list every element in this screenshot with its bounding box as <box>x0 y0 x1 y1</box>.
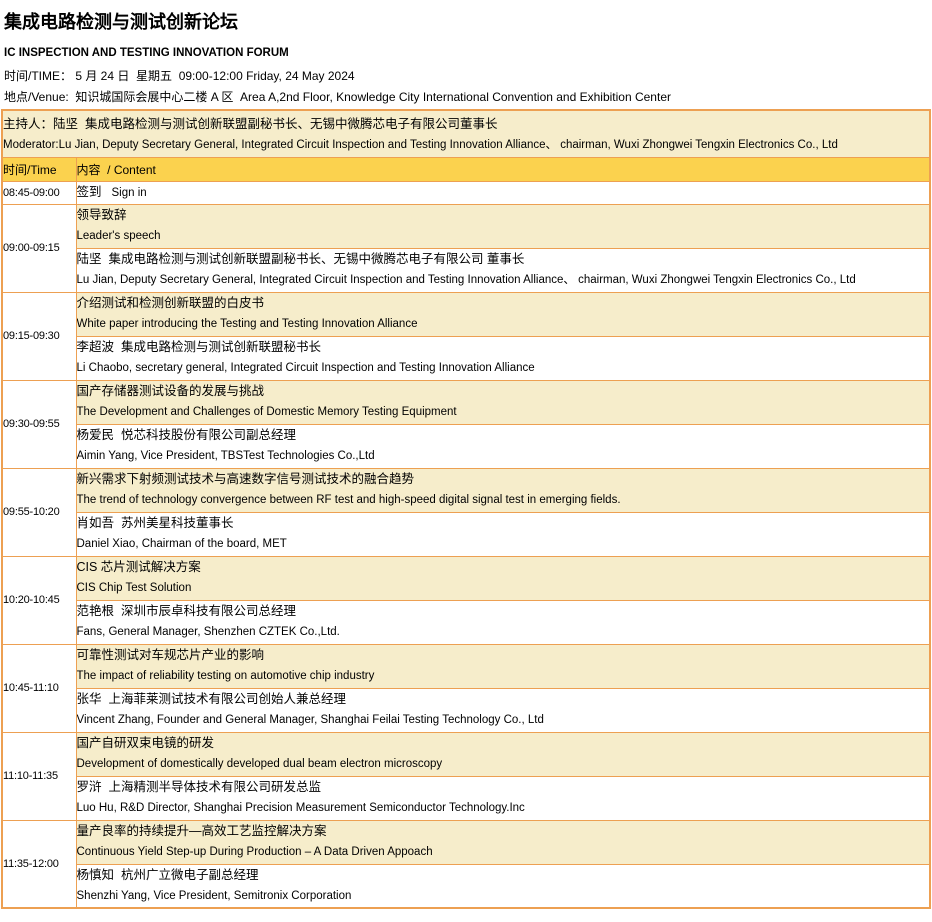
speaker-en: Daniel Xiao, Chairman of the board, MET <box>76 538 287 550</box>
speaker-en: Shenzhi Yang, Vice President, Semitronix… <box>76 889 352 902</box>
topic-en: The trend of technology convergence betw… <box>76 494 621 506</box>
table-header-row: 时间/Time 内容 / Content <box>1 156 931 182</box>
topic-cn: 国产自研双束电镜的研发 <box>76 736 215 750</box>
time-cell: 09:30-09:55 <box>1 379 77 469</box>
topic-en: White paper introducing the Testing and … <box>76 318 418 330</box>
agenda-row-speaker: 陆坚 集成电路检测与测试创新联盟副秘书长、无锡中微腾芯电子有限公司 董事长 Lu… <box>2 247 931 293</box>
agenda-row-speaker: 杨爱民 悦芯科技股份有限公司副总经理 Aimin Yang, Vice Pres… <box>2 423 931 469</box>
speaker-en: Li Chaobo, secretary general, Integrated… <box>76 362 535 374</box>
agenda-row: 09:30-09:55 国产存储器测试设备的发展与挑战 The Developm… <box>1 379 931 469</box>
agenda-row-speaker: 杨慎知 杭州广立微电子副总经理 Shenzhi Yang, Vice Presi… <box>2 863 931 909</box>
page-title: 集成电路检测与测试创新论坛 <box>4 12 238 32</box>
topic-cell: 国产存储器测试设备的发展与挑战 The Development and Chal… <box>75 379 931 425</box>
moderator-line-en: Moderator:Lu Jian, Deputy Secretary Gene… <box>3 138 838 151</box>
topic-en: The impact of reliability testing on aut… <box>76 670 375 682</box>
topic-cell: 新兴需求下射频测试技术与高速数字信号测试技术的融合趋势 The trend of… <box>75 467 931 513</box>
speaker-en: Luo Hu, R&D Director, Shanghai Precision… <box>76 802 525 814</box>
speaker-en: Fans, General Manager, Shenzhen CZTEK Co… <box>76 626 340 638</box>
time-cell: 09:15-09:30 <box>1 291 77 381</box>
speaker-en: Vincent Zhang, Founder and General Manag… <box>76 714 544 726</box>
speaker-cn: 李超波 集成电路检测与测试创新联盟秘书长 <box>76 340 321 354</box>
agenda-row: 09:55-10:20 新兴需求下射频测试技术与高速数字信号测试技术的融合趋势 … <box>1 467 931 557</box>
speaker-cell: 杨爱民 悦芯科技股份有限公司副总经理 Aimin Yang, Vice Pres… <box>75 423 931 469</box>
agenda-row: 11:10-11:35 国产自研双束电镜的研发 Development of d… <box>1 731 931 821</box>
agenda-row-speaker: 范艳根 深圳市辰卓科技有限公司总经理 Fans, General Manager… <box>2 599 931 645</box>
topic-en: CIS Chip Test Solution <box>76 582 192 594</box>
speaker-en: Aimin Yang, Vice President, TBSTest Tech… <box>76 450 375 462</box>
topic-cn: CIS 芯片测试解决方案 <box>76 560 201 574</box>
topic-cn: 量产良率的持续提升—高效工艺监控解决方案 <box>76 824 327 838</box>
agenda-row: 10:45-11:10 可靠性测试对车规芯片产业的影响 The impact o… <box>1 643 931 733</box>
topic-cn: 国产存储器测试设备的发展与挑战 <box>76 384 265 398</box>
agenda-row: 09:15-09:30 介绍测试和检测创新联盟的白皮书 White paper … <box>1 291 931 381</box>
event-venue-line: 地点/Venue: 知识城国际会展中心二楼 A 区 Area A,2nd Flo… <box>4 90 671 104</box>
agenda-row-signin: 08:45-09:00 签到 Sign in <box>1 180 931 205</box>
speaker-cn: 陆坚 集成电路检测与测试创新联盟副秘书长、无锡中微腾芯电子有限公司 董事长 <box>76 252 525 266</box>
agenda-row-speaker: 李超波 集成电路检测与测试创新联盟秘书长 Li Chaobo, secretar… <box>2 335 931 381</box>
signin-label-cn: 签到 <box>76 184 102 199</box>
speaker-cn: 范艳根 深圳市辰卓科技有限公司总经理 <box>76 604 296 618</box>
agenda-row: 11:35-12:00 量产良率的持续提升—高效工艺监控解决方案 Continu… <box>1 819 931 909</box>
topic-cell: 领导致辞 Leader's speech <box>75 203 931 249</box>
speaker-cn: 张华 上海菲莱测试技术有限公司创始人兼总经理 <box>76 692 346 706</box>
speaker-cn: 杨爱民 悦芯科技股份有限公司副总经理 <box>76 428 296 442</box>
speaker-cell: 罗浒 上海精测半导体技术有限公司研发总监 Luo Hu, R&D Directo… <box>75 775 931 821</box>
agenda-row: 10:20-10:45 CIS 芯片测试解决方案 CIS Chip Test S… <box>1 555 931 645</box>
topic-en: Continuous Yield Step-up During Producti… <box>76 846 433 858</box>
agenda-row-speaker: 张华 上海菲莱测试技术有限公司创始人兼总经理 Vincent Zhang, Fo… <box>2 687 931 733</box>
speaker-cn: 罗浒 上海精测半导体技术有限公司研发总监 <box>76 780 321 794</box>
event-time-line: 时间/TIME： 5 月 24 日 星期五 09:00-12:00 Friday… <box>4 69 355 83</box>
time-cell: 11:35-12:00 <box>1 819 77 909</box>
time-cell: 10:45-11:10 <box>1 643 77 733</box>
speaker-cell: 肖如吾 苏州美星科技董事长 Daniel Xiao, Chairman of t… <box>75 511 931 557</box>
topic-cell: 介绍测试和检测创新联盟的白皮书 White paper introducing … <box>75 291 931 337</box>
time-cell: 10:20-10:45 <box>1 555 77 645</box>
speaker-cell: 范艳根 深圳市辰卓科技有限公司总经理 Fans, General Manager… <box>75 599 931 645</box>
topic-cn: 可靠性测试对车规芯片产业的影响 <box>76 648 265 662</box>
topic-en: Leader's speech <box>76 230 161 242</box>
time-cell: 11:10-11:35 <box>1 731 77 821</box>
agenda-row: 09:00-09:15 领导致辞 Leader's speech <box>1 203 931 293</box>
moderator-cell: 主持人：陆坚 集成电路检测与测试创新联盟副秘书长、无锡中微腾芯电子有限公司董事长… <box>1 109 931 158</box>
header-time-cell: 时间/Time <box>1 156 77 182</box>
signin-label-en: Sign in <box>111 186 147 199</box>
speaker-cell: 杨慎知 杭州广立微电子副总经理 Shenzhi Yang, Vice Presi… <box>75 863 931 909</box>
moderator-line-cn: 主持人：陆坚 集成电路检测与测试创新联盟副秘书长、无锡中微腾芯电子有限公司董事长 <box>3 116 498 131</box>
page-header: 集成电路检测与测试创新论坛 IC INSPECTION AND TESTING … <box>0 0 932 105</box>
speaker-cell: 陆坚 集成电路检测与测试创新联盟副秘书长、无锡中微腾芯电子有限公司 董事长 Lu… <box>75 247 931 293</box>
speaker-en: Lu Jian, Deputy Secretary General, Integ… <box>76 274 856 286</box>
topic-en: The Development and Challenges of Domest… <box>76 406 457 418</box>
speaker-cell: 张华 上海菲莱测试技术有限公司创始人兼总经理 Vincent Zhang, Fo… <box>75 687 931 733</box>
topic-cn: 新兴需求下射频测试技术与高速数字信号测试技术的融合趋势 <box>76 472 415 486</box>
topic-en: Development of domestically developed du… <box>76 758 443 770</box>
topic-cell: CIS 芯片测试解决方案 CIS Chip Test Solution <box>75 555 931 601</box>
time-cell: 09:55-10:20 <box>1 467 77 557</box>
header-content-cell: 内容 / Content <box>75 156 931 182</box>
time-cell: 09:00-09:15 <box>1 203 77 293</box>
topic-cell: 国产自研双束电镜的研发 Development of domestically … <box>75 731 931 777</box>
moderator-row: 主持人：陆坚 集成电路检测与测试创新联盟副秘书长、无锡中微腾芯电子有限公司董事长… <box>1 109 931 158</box>
agenda-row-speaker: 罗浒 上海精测半导体技术有限公司研发总监 Luo Hu, R&D Directo… <box>2 775 931 821</box>
speaker-cn: 杨慎知 杭州广立微电子副总经理 <box>76 867 259 882</box>
topic-cell: 可靠性测试对车规芯片产业的影响 The impact of reliabilit… <box>75 643 931 689</box>
time-cell: 08:45-09:00 <box>1 180 77 205</box>
topic-cn: 介绍测试和检测创新联盟的白皮书 <box>76 296 265 310</box>
page-subtitle: IC INSPECTION AND TESTING INNOVATION FOR… <box>4 47 289 59</box>
agenda-table: 主持人：陆坚 集成电路检测与测试创新联盟副秘书长、无锡中微腾芯电子有限公司董事长… <box>1 109 931 909</box>
signin-cell: 签到 Sign in <box>75 180 931 205</box>
topic-cell: 量产良率的持续提升—高效工艺监控解决方案 Continuous Yield St… <box>75 819 931 865</box>
topic-cn: 领导致辞 <box>76 208 127 222</box>
speaker-cell: 李超波 集成电路检测与测试创新联盟秘书长 Li Chaobo, secretar… <box>75 335 931 381</box>
speaker-cn: 肖如吾 苏州美星科技董事长 <box>76 516 234 530</box>
agenda-row-speaker: 肖如吾 苏州美星科技董事长 Daniel Xiao, Chairman of t… <box>2 511 931 557</box>
